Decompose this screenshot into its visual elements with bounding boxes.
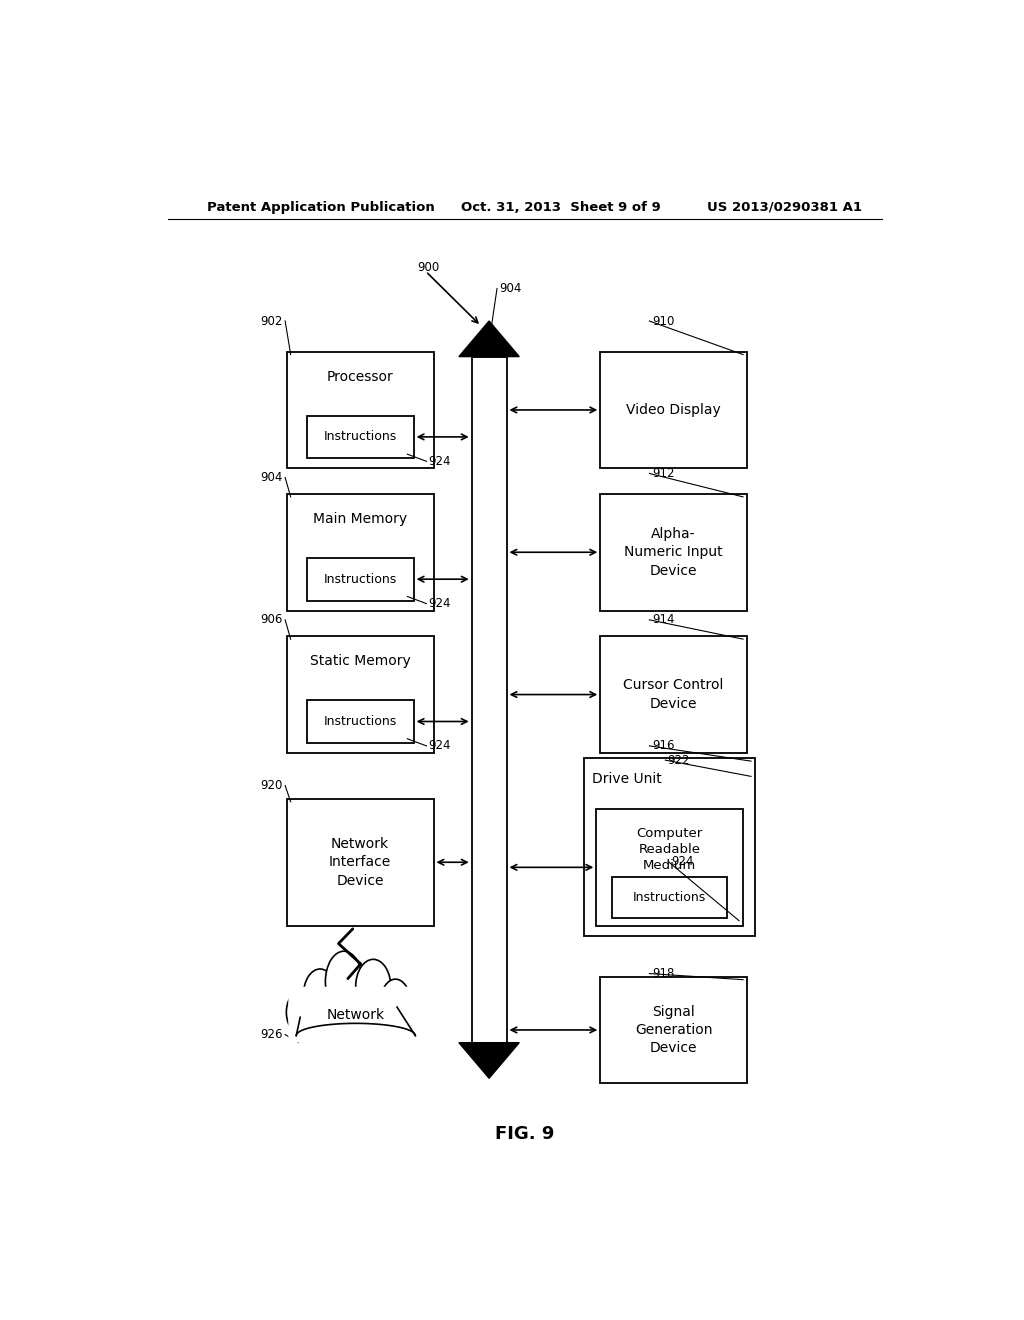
Ellipse shape <box>303 969 337 1020</box>
FancyBboxPatch shape <box>289 987 419 1043</box>
Bar <box>306 558 414 601</box>
Ellipse shape <box>381 979 411 1024</box>
Text: 918: 918 <box>652 968 674 979</box>
Bar <box>600 351 748 469</box>
Text: 904: 904 <box>260 471 283 484</box>
Text: Signal
Generation
Device: Signal Generation Device <box>635 1005 713 1056</box>
Bar <box>600 494 748 611</box>
Text: Instructions: Instructions <box>633 891 707 904</box>
Bar <box>585 758 755 936</box>
Text: 914: 914 <box>652 614 674 627</box>
Bar <box>287 351 433 469</box>
Bar <box>600 636 748 752</box>
Text: US 2013/0290381 A1: US 2013/0290381 A1 <box>708 201 862 214</box>
Text: 904: 904 <box>500 282 522 294</box>
Polygon shape <box>459 1043 519 1078</box>
Bar <box>306 700 414 743</box>
Text: 902: 902 <box>260 314 283 327</box>
Text: 924: 924 <box>671 855 693 869</box>
Text: Instructions: Instructions <box>324 715 396 729</box>
Polygon shape <box>459 321 519 356</box>
Bar <box>287 636 433 752</box>
Ellipse shape <box>287 991 314 1034</box>
Text: Oct. 31, 2013  Sheet 9 of 9: Oct. 31, 2013 Sheet 9 of 9 <box>461 201 662 214</box>
Ellipse shape <box>326 952 362 1012</box>
Text: Computer
Readable
Medium: Computer Readable Medium <box>637 828 702 873</box>
Text: Network: Network <box>327 1008 385 1022</box>
Text: Network
Interface
Device: Network Interface Device <box>329 837 391 887</box>
Bar <box>287 494 433 611</box>
Text: 924: 924 <box>428 597 451 610</box>
Bar <box>612 876 727 917</box>
Text: 906: 906 <box>260 614 283 627</box>
Text: Instructions: Instructions <box>324 430 396 444</box>
Text: 916: 916 <box>652 739 674 752</box>
Ellipse shape <box>355 960 391 1014</box>
Bar <box>596 809 743 925</box>
Text: Drive Unit: Drive Unit <box>592 772 662 787</box>
Text: 922: 922 <box>668 754 690 767</box>
Text: Video Display: Video Display <box>627 403 721 417</box>
Text: Alpha-
Numeric Input
Device: Alpha- Numeric Input Device <box>625 527 723 578</box>
Text: Main Memory: Main Memory <box>313 512 408 527</box>
Text: Processor: Processor <box>327 370 393 384</box>
Text: Cursor Control
Device: Cursor Control Device <box>624 678 724 710</box>
Bar <box>306 416 414 458</box>
Text: 926: 926 <box>260 1028 283 1041</box>
Text: 900: 900 <box>418 260 440 273</box>
Text: 910: 910 <box>652 314 674 327</box>
Bar <box>287 799 433 925</box>
Bar <box>472 356 507 1043</box>
Text: 912: 912 <box>652 467 674 480</box>
Text: 924: 924 <box>428 455 451 467</box>
Text: FIG. 9: FIG. 9 <box>496 1125 554 1143</box>
Text: 920: 920 <box>260 779 283 792</box>
Bar <box>600 977 748 1084</box>
Text: 924: 924 <box>428 739 451 752</box>
Text: Patent Application Publication: Patent Application Publication <box>207 201 435 214</box>
Text: Static Memory: Static Memory <box>309 655 411 668</box>
Text: Instructions: Instructions <box>324 573 396 586</box>
